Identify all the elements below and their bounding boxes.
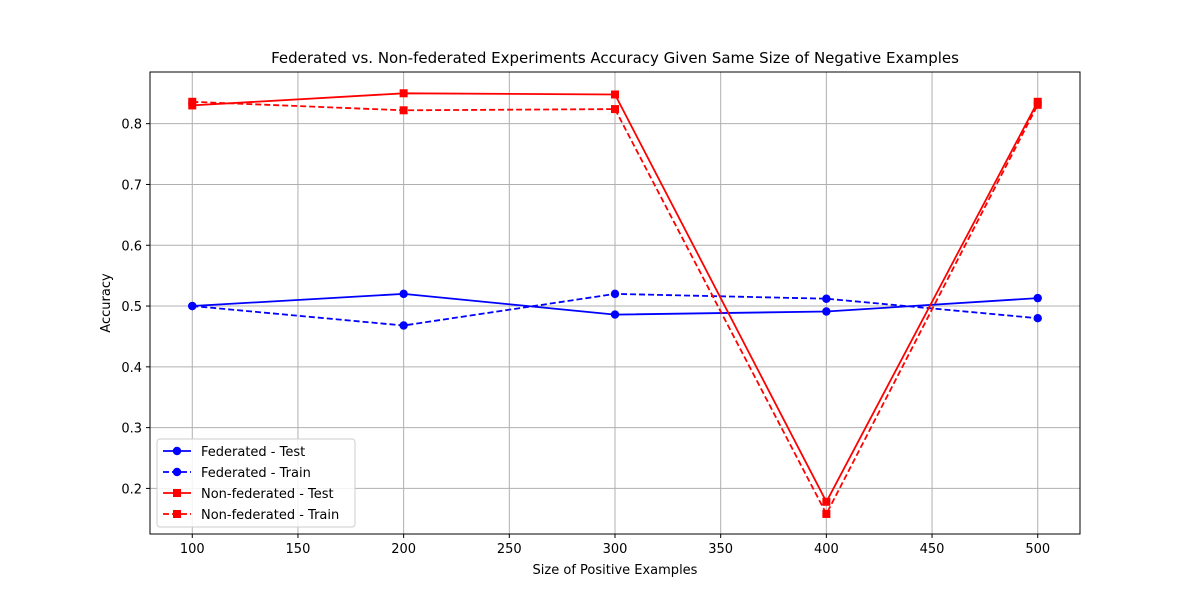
data-point-federated-test <box>610 310 620 319</box>
data-point-non-federated-train <box>188 97 197 106</box>
data-point-non-federated-test <box>822 497 831 506</box>
data-point-federated-test <box>822 307 831 316</box>
x-tick-label: 400 <box>814 542 839 557</box>
chart-title: Federated vs. Non-federated Experiments … <box>271 49 959 67</box>
y-tick-label: 0.4 <box>121 361 142 376</box>
legend-marker-federated-train <box>172 467 182 477</box>
y-axis-label: Accuracy <box>99 273 114 333</box>
data-point-non-federated-train <box>611 105 619 114</box>
data-point-non-federated-train <box>822 509 831 518</box>
x-tick-label: 150 <box>286 542 311 557</box>
x-tick-label: 500 <box>1025 542 1050 557</box>
x-tick-label: 300 <box>603 542 628 557</box>
data-point-non-federated-train <box>1033 100 1042 109</box>
legend-label-non-federated-train: Non-federated - Train <box>201 508 339 523</box>
legend-marker-non-federated-test <box>173 489 181 497</box>
data-point-federated-test <box>1033 293 1042 303</box>
data-point-federated-train <box>610 289 620 299</box>
y-tick-label: 0.6 <box>121 239 142 254</box>
series-line-non-federated-train <box>192 100 1039 516</box>
x-axis-label: Size of Positive Examples <box>533 563 698 578</box>
legend-marker-federated-test <box>172 446 182 456</box>
x-tick-label: 450 <box>920 542 945 557</box>
data-point-federated-train <box>822 294 831 303</box>
legend-box <box>156 438 356 528</box>
data-point-federated-train <box>188 301 197 311</box>
legend-label-federated-train: Federated - Train <box>201 466 311 481</box>
x-tick-label: 100 <box>180 542 205 557</box>
y-tick-label: 0.5 <box>121 300 142 315</box>
y-tick-label: 0.2 <box>121 482 142 497</box>
data-point-federated-train <box>1033 313 1042 323</box>
legend: Federated - Test Federated - Train Non-fed… <box>156 438 356 528</box>
y-tick-label: 0.8 <box>121 118 142 133</box>
data-point-non-federated-train <box>399 106 408 115</box>
legend-label-federated-test: Federated - Test <box>201 445 305 460</box>
x-tick-label: 350 <box>708 542 733 557</box>
data-point-federated-train <box>399 321 408 330</box>
x-axis-ticks: 100 150 200 250 300 350 400 450 500 <box>180 534 1050 557</box>
legend-marker-non-federated-train <box>173 510 181 518</box>
legend-label-non-federated-test: Non-federated - Test <box>201 487 334 502</box>
y-tick-label: 0.3 <box>121 422 142 437</box>
data-point-federated-test <box>399 289 408 299</box>
x-tick-label: 250 <box>497 542 522 557</box>
y-axis-ticks: 0.2 0.3 0.4 0.5 0.6 0.7 0.8 <box>121 118 150 497</box>
data-point-non-federated-test <box>399 89 408 98</box>
x-tick-label: 200 <box>391 542 416 557</box>
data-point-non-federated-test <box>611 90 619 99</box>
y-tick-label: 0.7 <box>121 178 142 193</box>
series-markers <box>188 89 1042 518</box>
